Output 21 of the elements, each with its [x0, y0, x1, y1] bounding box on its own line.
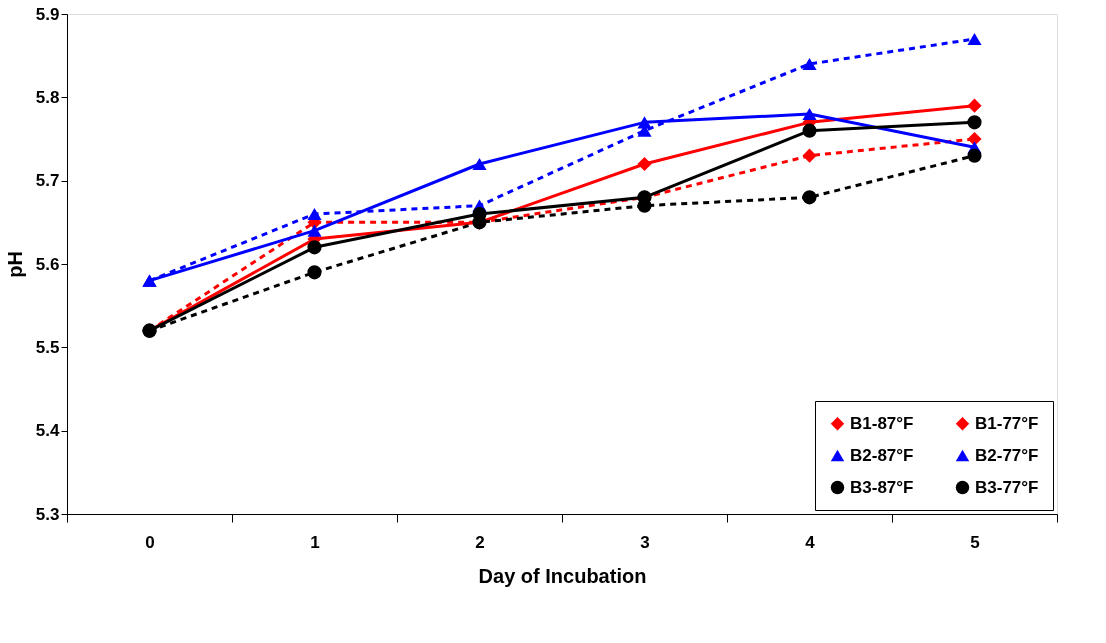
- legend-label: B1-87°F: [850, 413, 914, 433]
- y-tick-label: 5.3: [35, 504, 60, 524]
- legend-label: B3-87°F: [850, 477, 914, 497]
- y-tick-label: 5.4: [35, 421, 61, 441]
- y-tick-label: 5.5: [35, 337, 60, 357]
- legend-label: B1-77°F: [975, 413, 1039, 433]
- x-tick-label: 3: [640, 532, 650, 552]
- y-tick-label: 5.7: [35, 171, 60, 191]
- x-tick-label: 1: [310, 532, 320, 552]
- legend-label: B2-77°F: [975, 445, 1039, 465]
- x-axis-title: Day of Incubation: [478, 564, 647, 587]
- y-tick-label: 5.8: [35, 87, 60, 107]
- y-tick-label: 5.6: [35, 254, 60, 274]
- x-tick-label: 5: [970, 532, 980, 552]
- legend-label: B3-77°F: [975, 477, 1039, 497]
- y-tick-label: 5.9: [35, 4, 60, 24]
- x-tick-label: 4: [805, 532, 816, 552]
- x-tick-label: 2: [475, 532, 485, 552]
- x-tick-label: 0: [145, 532, 155, 552]
- legend-label: B2-87°F: [850, 445, 914, 465]
- y-axis-title: pH: [3, 251, 26, 278]
